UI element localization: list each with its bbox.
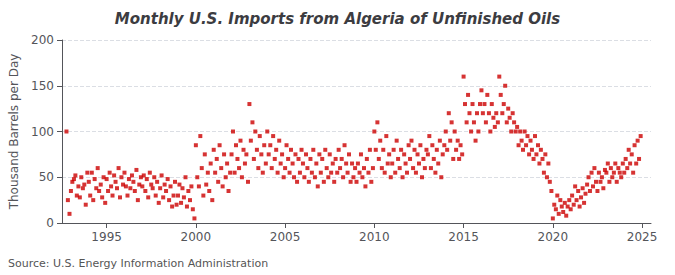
svg-text:2025: 2025 bbox=[627, 230, 658, 244]
svg-text:2005: 2005 bbox=[270, 230, 301, 244]
svg-text:Source: U.S. Energy Informatio: Source: U.S. Energy Information Administ… bbox=[8, 257, 268, 270]
svg-text:Monthly U.S. Imports from Alge: Monthly U.S. Imports from Algeria of Unf… bbox=[115, 10, 560, 28]
svg-text:0: 0 bbox=[46, 216, 54, 230]
svg-text:50: 50 bbox=[39, 170, 54, 184]
svg-text:2020: 2020 bbox=[538, 230, 569, 244]
svg-text:Thousand Barrels per Day: Thousand Barrels per Day bbox=[7, 54, 21, 211]
svg-text:200: 200 bbox=[31, 33, 54, 47]
svg-text:2015: 2015 bbox=[448, 230, 479, 244]
svg-text:1995: 1995 bbox=[91, 230, 122, 244]
svg-text:100: 100 bbox=[31, 125, 54, 139]
svg-text:2010: 2010 bbox=[359, 230, 390, 244]
svg-text:150: 150 bbox=[31, 79, 54, 93]
svg-text:2000: 2000 bbox=[181, 230, 212, 244]
